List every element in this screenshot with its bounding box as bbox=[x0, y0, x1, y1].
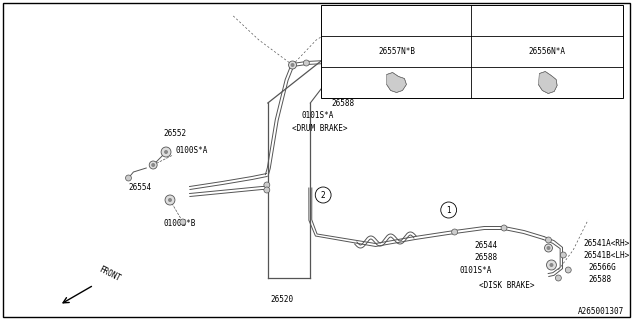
Circle shape bbox=[149, 161, 157, 169]
Circle shape bbox=[556, 275, 561, 281]
Circle shape bbox=[565, 267, 572, 273]
Circle shape bbox=[561, 252, 566, 258]
Text: 26566G: 26566G bbox=[341, 44, 369, 53]
Text: 26588: 26588 bbox=[341, 53, 364, 62]
Circle shape bbox=[161, 147, 171, 157]
Text: 26541A<RH>: 26541A<RH> bbox=[583, 239, 629, 248]
Circle shape bbox=[407, 62, 413, 68]
Circle shape bbox=[125, 175, 131, 181]
Text: 26552: 26552 bbox=[163, 129, 186, 138]
Circle shape bbox=[547, 246, 550, 250]
Circle shape bbox=[501, 225, 507, 231]
Bar bbox=[321, 5, 623, 98]
Text: 26588: 26588 bbox=[588, 275, 611, 284]
Circle shape bbox=[316, 187, 331, 203]
Circle shape bbox=[264, 182, 270, 188]
Text: A265001307: A265001307 bbox=[579, 307, 625, 316]
Polygon shape bbox=[387, 73, 406, 92]
Circle shape bbox=[390, 13, 403, 28]
Text: 26541B<LH>: 26541B<LH> bbox=[583, 251, 629, 260]
Circle shape bbox=[545, 244, 552, 252]
Text: 26541A<RH>: 26541A<RH> bbox=[371, 61, 417, 70]
Circle shape bbox=[452, 229, 458, 235]
Text: 26520: 26520 bbox=[270, 295, 293, 304]
Text: 0101S*A: 0101S*A bbox=[301, 111, 334, 120]
Circle shape bbox=[289, 61, 296, 69]
Circle shape bbox=[151, 163, 155, 167]
Text: 26554: 26554 bbox=[129, 183, 152, 192]
Circle shape bbox=[264, 187, 270, 193]
Circle shape bbox=[303, 60, 309, 66]
Text: 2: 2 bbox=[321, 190, 326, 199]
Circle shape bbox=[323, 60, 329, 66]
Text: 1: 1 bbox=[446, 205, 451, 214]
Circle shape bbox=[441, 202, 456, 218]
Text: 26566G: 26566G bbox=[588, 263, 616, 272]
Text: 26557N*B: 26557N*B bbox=[378, 47, 415, 56]
Circle shape bbox=[550, 263, 554, 267]
Text: 0101S*A: 0101S*A bbox=[460, 266, 492, 275]
Text: 26544: 26544 bbox=[474, 241, 497, 250]
Circle shape bbox=[353, 59, 359, 65]
Text: <DISK BRAKE>: <DISK BRAKE> bbox=[479, 281, 535, 290]
Circle shape bbox=[545, 237, 552, 243]
Text: 0100S*A: 0100S*A bbox=[176, 146, 208, 155]
Text: 26588: 26588 bbox=[474, 253, 497, 262]
Circle shape bbox=[164, 150, 168, 154]
Circle shape bbox=[344, 60, 348, 64]
Text: 26588: 26588 bbox=[331, 99, 354, 108]
Text: 26544: 26544 bbox=[376, 83, 399, 92]
Text: <DRUM BRAKE>: <DRUM BRAKE> bbox=[292, 124, 347, 133]
Circle shape bbox=[180, 219, 186, 225]
Text: 26556N*A: 26556N*A bbox=[529, 47, 566, 56]
Circle shape bbox=[165, 195, 175, 205]
Circle shape bbox=[540, 13, 554, 28]
Circle shape bbox=[291, 63, 294, 67]
Text: 2: 2 bbox=[545, 16, 550, 25]
Circle shape bbox=[168, 198, 172, 202]
Text: FRONT: FRONT bbox=[97, 265, 122, 283]
Text: 26541B<LH>: 26541B<LH> bbox=[371, 71, 417, 80]
Text: 0100S*B: 0100S*B bbox=[163, 219, 195, 228]
Text: 1: 1 bbox=[394, 16, 399, 25]
Circle shape bbox=[547, 260, 556, 270]
Polygon shape bbox=[538, 71, 557, 93]
Circle shape bbox=[341, 57, 351, 67]
